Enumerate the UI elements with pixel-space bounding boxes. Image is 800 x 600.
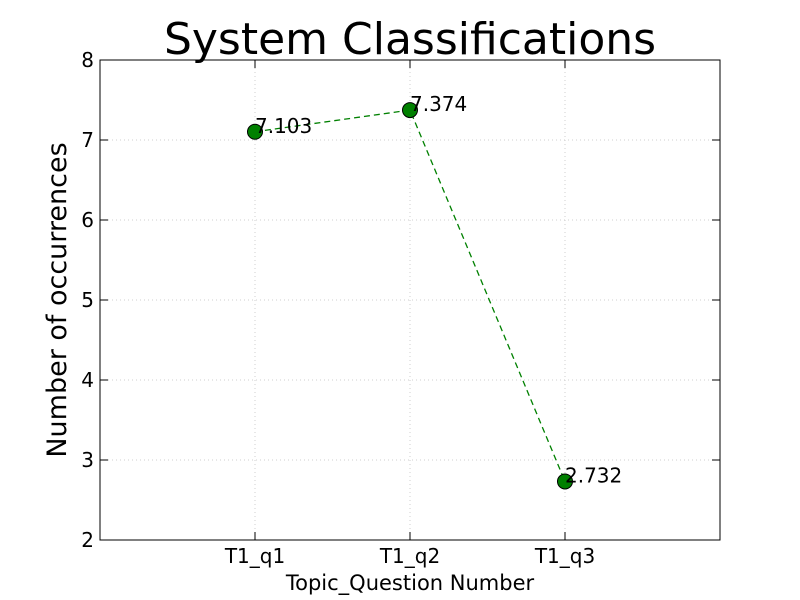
y-tick-label: 8 — [81, 48, 94, 72]
x-tick-label: T1_q3 — [534, 544, 595, 568]
data-point — [402, 102, 418, 119]
data-labels: 7.103 7.374 2.732 — [255, 92, 622, 487]
series-layer — [247, 102, 573, 490]
y-tick-label: 2 — [81, 528, 94, 552]
y-tick-label: 5 — [81, 288, 94, 312]
data-label: 7.374 — [410, 92, 467, 116]
data-point — [247, 123, 263, 140]
ticks: 2 3 4 5 6 7 8 T1_q1 T1_q2 T1_q3 — [81, 48, 720, 568]
x-axis-label: Topic_Question Number — [285, 571, 535, 596]
y-axis-label: Number of occurrences — [42, 142, 73, 457]
x-tick-label: T1_q1 — [224, 544, 285, 568]
data-label: 7.103 — [255, 114, 312, 138]
y-tick-label: 7 — [81, 128, 94, 152]
y-tick-label: 3 — [81, 448, 94, 472]
data-point — [557, 473, 573, 490]
y-tick-label: 4 — [81, 368, 94, 392]
y-tick-label: 6 — [81, 208, 94, 232]
data-label: 2.732 — [565, 463, 622, 487]
x-tick-label: T1_q2 — [379, 544, 440, 568]
series-line — [254, 109, 566, 482]
chart-title: System Classifications — [164, 14, 656, 65]
